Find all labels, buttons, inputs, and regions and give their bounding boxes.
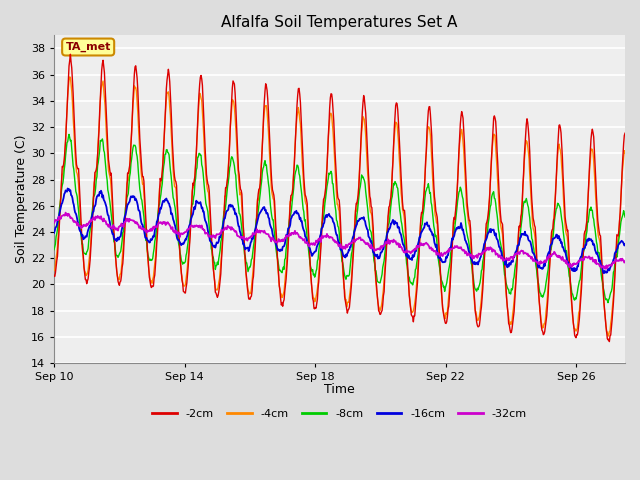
- Y-axis label: Soil Temperature (C): Soil Temperature (C): [15, 135, 28, 264]
- Legend: -2cm, -4cm, -8cm, -16cm, -32cm: -2cm, -4cm, -8cm, -16cm, -32cm: [148, 404, 531, 423]
- Text: TA_met: TA_met: [65, 42, 111, 52]
- Title: Alfalfa Soil Temperatures Set A: Alfalfa Soil Temperatures Set A: [221, 15, 458, 30]
- X-axis label: Time: Time: [324, 384, 355, 396]
